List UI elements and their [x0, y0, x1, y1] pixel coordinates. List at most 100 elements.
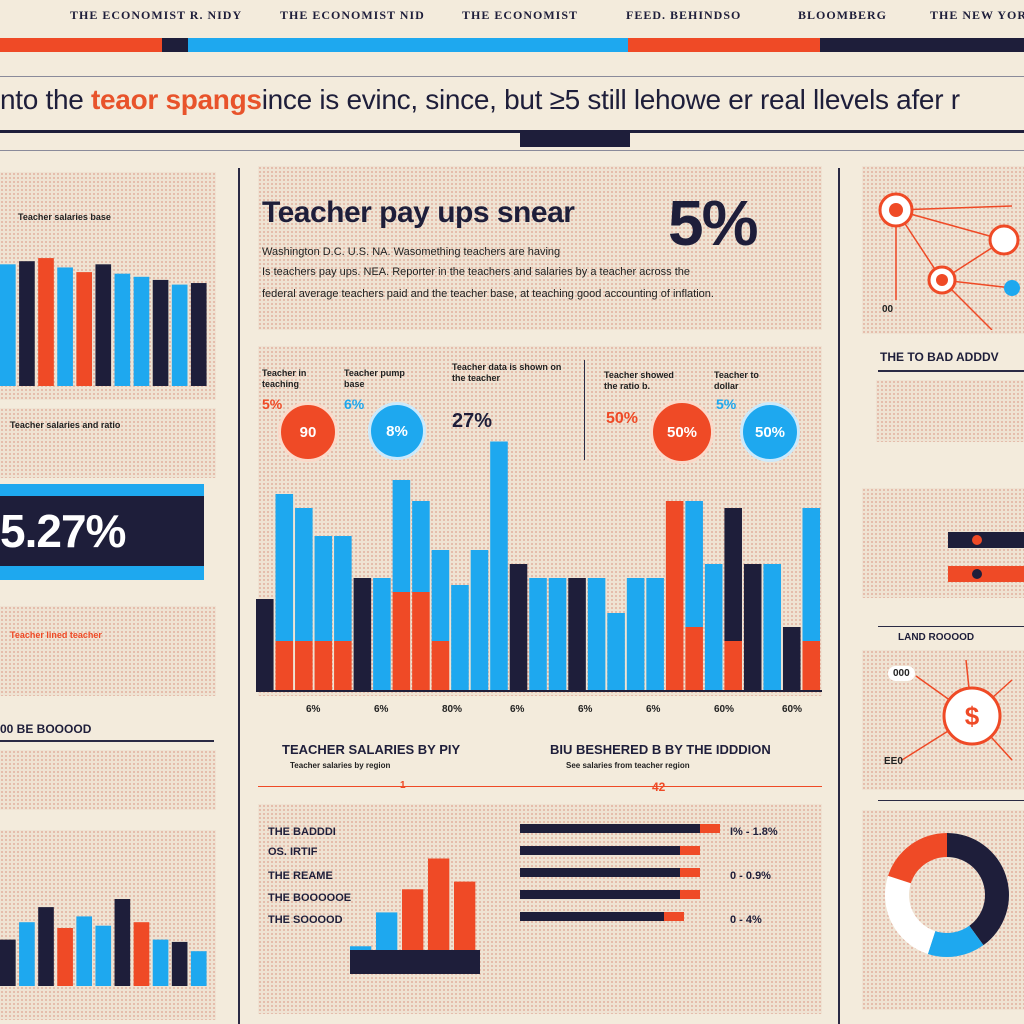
stat-2-pct: 6%	[344, 396, 365, 412]
network-link-2	[895, 209, 1005, 241]
stat-5-label: Teacher to dollar	[714, 370, 759, 391]
masthead-item-3: THE ECONOMIST	[462, 8, 579, 22]
center-bar-lower-10	[431, 641, 450, 690]
center-tick-3: 80%	[442, 704, 462, 715]
donut-slice-2	[927, 925, 984, 957]
center-bar-11	[451, 585, 469, 690]
big-percent: 5%	[668, 187, 758, 259]
network-node-1-core	[889, 203, 903, 217]
right-dollar-diagram: $	[901, 659, 1013, 761]
center-tick-2: 6%	[374, 704, 389, 715]
center-bar-20	[626, 578, 645, 690]
center-bar-22	[665, 501, 684, 627]
bar-1	[0, 264, 16, 386]
center-body-2: Is teachers pay ups. NEA. Reporter in th…	[262, 266, 691, 278]
center-bar-lower-23	[685, 627, 703, 690]
center-bar-lower-5	[334, 641, 352, 690]
right-network-diagram	[878, 192, 1020, 330]
masthead: THE ECONOMIST R. NIDY THE ECONOMIST NID …	[0, 0, 1024, 32]
center-bar-9	[412, 501, 430, 592]
center-bar-25	[724, 508, 742, 641]
headline-rule-bottom	[0, 150, 1024, 151]
center-bar-29	[802, 508, 821, 641]
right-section-b: LAND ROOOOD	[898, 632, 975, 643]
hbar-tip-3	[680, 868, 700, 877]
stat-divider	[584, 360, 585, 460]
dollar-sign-icon: $	[965, 701, 980, 731]
bar-5	[76, 272, 93, 386]
center-bar-27	[763, 564, 782, 690]
center-bar-16	[548, 578, 567, 690]
bar-6	[95, 925, 112, 986]
center-bar-26	[743, 564, 762, 690]
bar-2	[19, 261, 35, 386]
center-bar-19	[607, 613, 625, 690]
center-bar-10	[431, 550, 450, 641]
center-bar-lower-8	[392, 592, 411, 690]
center-bar-lower-22	[665, 627, 684, 690]
bottom-bar-chart	[350, 858, 480, 974]
hbar-value-5: 0 - 4%	[730, 914, 762, 926]
center-tick-5: 6%	[578, 704, 593, 715]
bottom-sub-a: Teacher salaries by region	[290, 761, 391, 770]
center-bar-6	[353, 578, 372, 690]
stat-1-circle: 90	[278, 402, 338, 462]
right-rule-b	[878, 626, 1024, 627]
right-legend-dot-1	[972, 535, 982, 545]
bar-4	[428, 858, 450, 974]
hbar-4	[520, 890, 700, 899]
center-bar-lower-3	[295, 641, 313, 690]
bar-10	[171, 941, 188, 986]
big-stat: 5.27%	[0, 496, 204, 566]
bar-2	[19, 922, 35, 986]
left-bottom-bar-chart	[0, 899, 207, 986]
bar-base	[350, 950, 480, 974]
bar-5	[76, 916, 93, 986]
right-label-1: 00	[882, 304, 894, 315]
center-bar-23	[685, 501, 703, 627]
center-bar-21	[646, 578, 664, 690]
right-label-3: EE0	[884, 756, 903, 767]
center-bar-12	[470, 550, 489, 690]
bottom-panel	[258, 804, 822, 1014]
stripe-navy-1	[162, 38, 188, 52]
masthead-item-1: THE ECONOMIST R. NIDY	[70, 8, 243, 22]
bar-11	[190, 283, 207, 386]
bottom-marker-a: 1	[400, 780, 406, 791]
donut-chart	[885, 833, 1009, 957]
center-bar-7	[373, 578, 391, 690]
stripe-orange-2	[628, 38, 820, 52]
center-bar-18	[587, 578, 606, 690]
center-bar-3	[295, 508, 313, 641]
stripe-orange-1	[0, 38, 162, 52]
hbar-label-2: OS. IRTIF	[268, 846, 318, 858]
left-body-b: Teacher lined teacher	[10, 630, 102, 640]
left-caption-a: Teacher salaries base	[18, 212, 111, 222]
hbar-2	[520, 846, 700, 855]
stat-4-label: Teacher showed the ratio b.	[604, 370, 674, 391]
bar-3	[38, 258, 54, 386]
stat-5-circle: 50%	[740, 402, 800, 462]
center-bar-4	[314, 536, 333, 641]
center-bar-15	[529, 578, 547, 690]
hbar-3	[520, 868, 700, 877]
center-bar-lower-2	[275, 641, 294, 690]
hbar-tip-2	[680, 846, 700, 855]
center-bar-14	[509, 564, 528, 690]
masthead-item-5: BLOOMBERG	[798, 8, 888, 22]
hbar-value-1: I% - 1.8%	[730, 826, 778, 838]
bar-9	[152, 279, 169, 386]
bottom-title-a: TEACHER SALARIES BY PIY	[282, 742, 461, 757]
masthead-item-2: THE ECONOMIST NID	[280, 8, 425, 22]
masthead-item-4: FEED. BEHINDSO	[626, 8, 742, 22]
hbar-tip-5	[664, 912, 684, 921]
bar-4	[57, 267, 73, 386]
hbar-label-4: THE BOOOOOE	[268, 892, 352, 904]
center-tick-7: 60%	[714, 704, 734, 715]
hbar-label-5: THE SOOOOD	[268, 914, 343, 926]
center-bar-13	[490, 441, 508, 690]
hbar-5	[520, 912, 684, 921]
hbar-value-3: 0 - 0.9%	[730, 870, 771, 882]
network-node-2	[988, 224, 1020, 256]
bottom-marker-b: 42	[652, 780, 666, 794]
